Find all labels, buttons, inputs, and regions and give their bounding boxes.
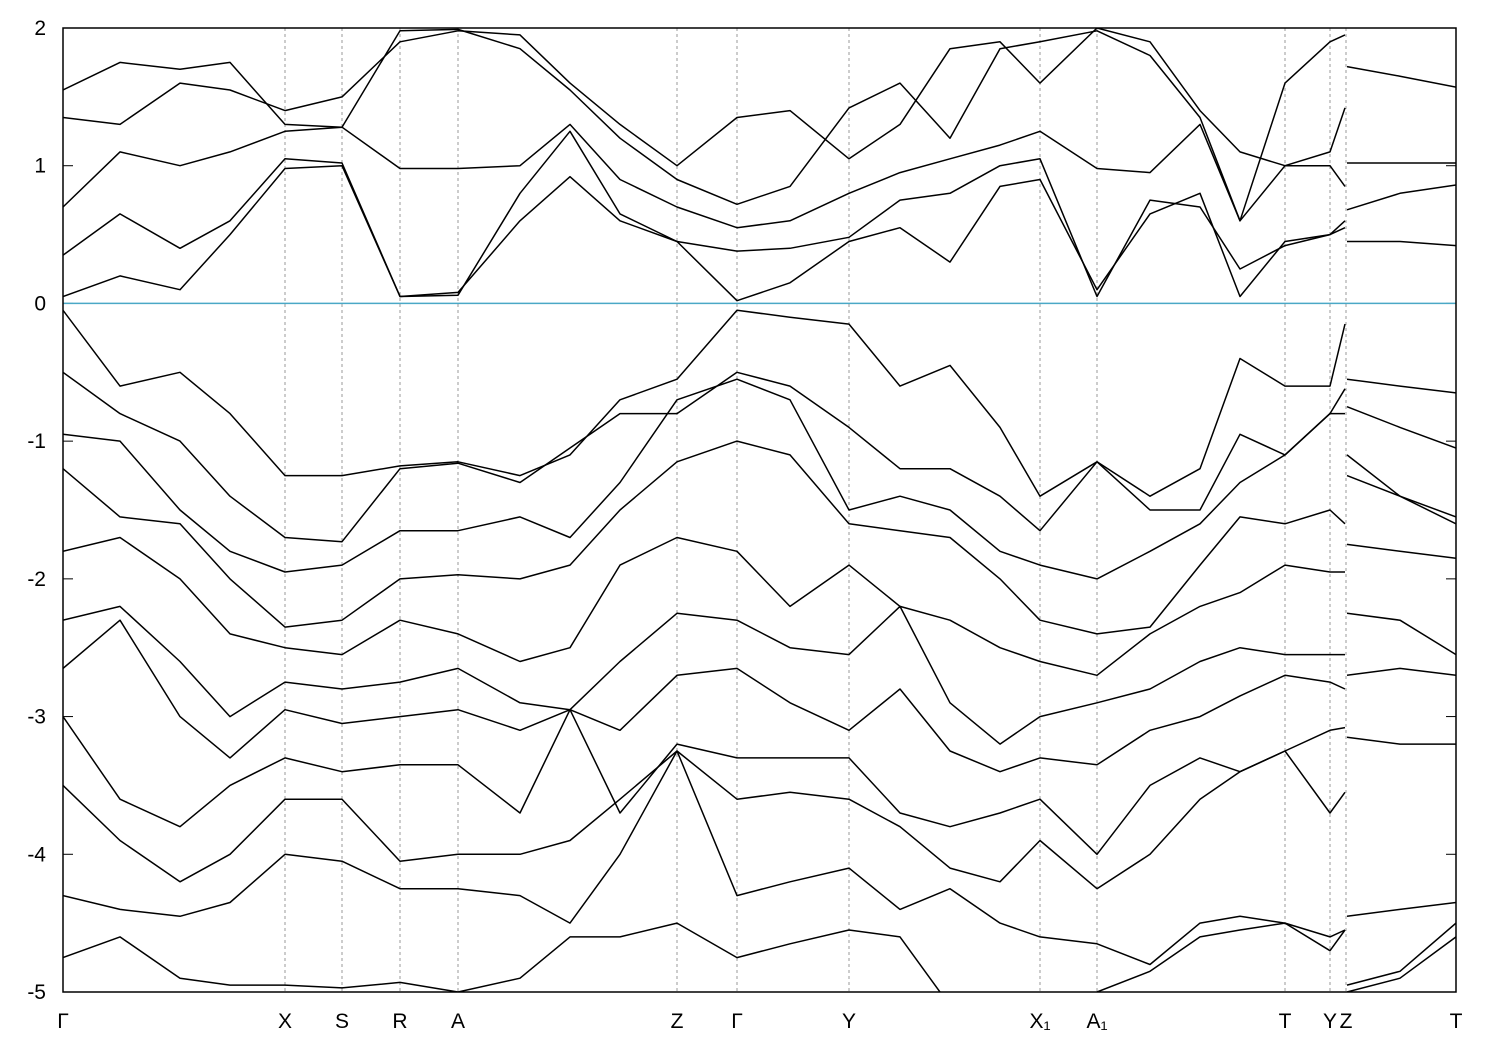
band-line	[63, 750, 1456, 918]
x-tick-label: Γ	[731, 1010, 743, 1033]
band-line	[63, 28, 1456, 167]
band-line	[63, 619, 1456, 773]
y-tick-label: -4	[27, 843, 46, 866]
y-tick-label: -5	[27, 981, 46, 1004]
band-line	[63, 750, 1456, 986]
x-tick-label: T	[1279, 1010, 1292, 1033]
x-tick-label: Z	[1340, 1010, 1353, 1033]
x-tick-label: Y	[1323, 1010, 1337, 1033]
band-line	[63, 309, 1456, 497]
band-line	[63, 28, 1346, 222]
y-tick-label: -3	[27, 706, 46, 729]
band-line	[63, 130, 1456, 298]
y-tick-label: -2	[27, 568, 46, 591]
x-tick-label: T	[1450, 1010, 1463, 1033]
x-tick-label: S	[335, 1010, 349, 1033]
band-line	[63, 605, 1456, 745]
y-tick-label: 1	[34, 155, 46, 178]
x-tick-label: X	[278, 1010, 292, 1033]
x-tick-label: Γ	[57, 1010, 69, 1033]
y-tick-label: 0	[34, 292, 46, 315]
band-line	[63, 922, 1456, 992]
plot-frame	[62, 27, 1457, 993]
x-tick-label: Z	[671, 1010, 684, 1033]
y-tick-label: -1	[27, 430, 46, 453]
x-tick-label: Y	[842, 1010, 856, 1033]
band-line	[63, 164, 1456, 302]
x-tick-label: A₁	[1086, 1010, 1107, 1033]
bands-layer	[63, 28, 1456, 992]
band-line	[63, 378, 1456, 580]
x-tick-label: A	[451, 1010, 465, 1033]
band-line	[63, 440, 1456, 635]
band-line	[63, 371, 1456, 543]
x-tick-label: X₁	[1029, 1010, 1050, 1033]
band-line	[63, 536, 1456, 677]
band-line	[63, 123, 1456, 229]
y-tick-label: 2	[34, 17, 46, 40]
x-tick-label: R	[392, 1010, 407, 1033]
band-line	[63, 708, 1456, 856]
